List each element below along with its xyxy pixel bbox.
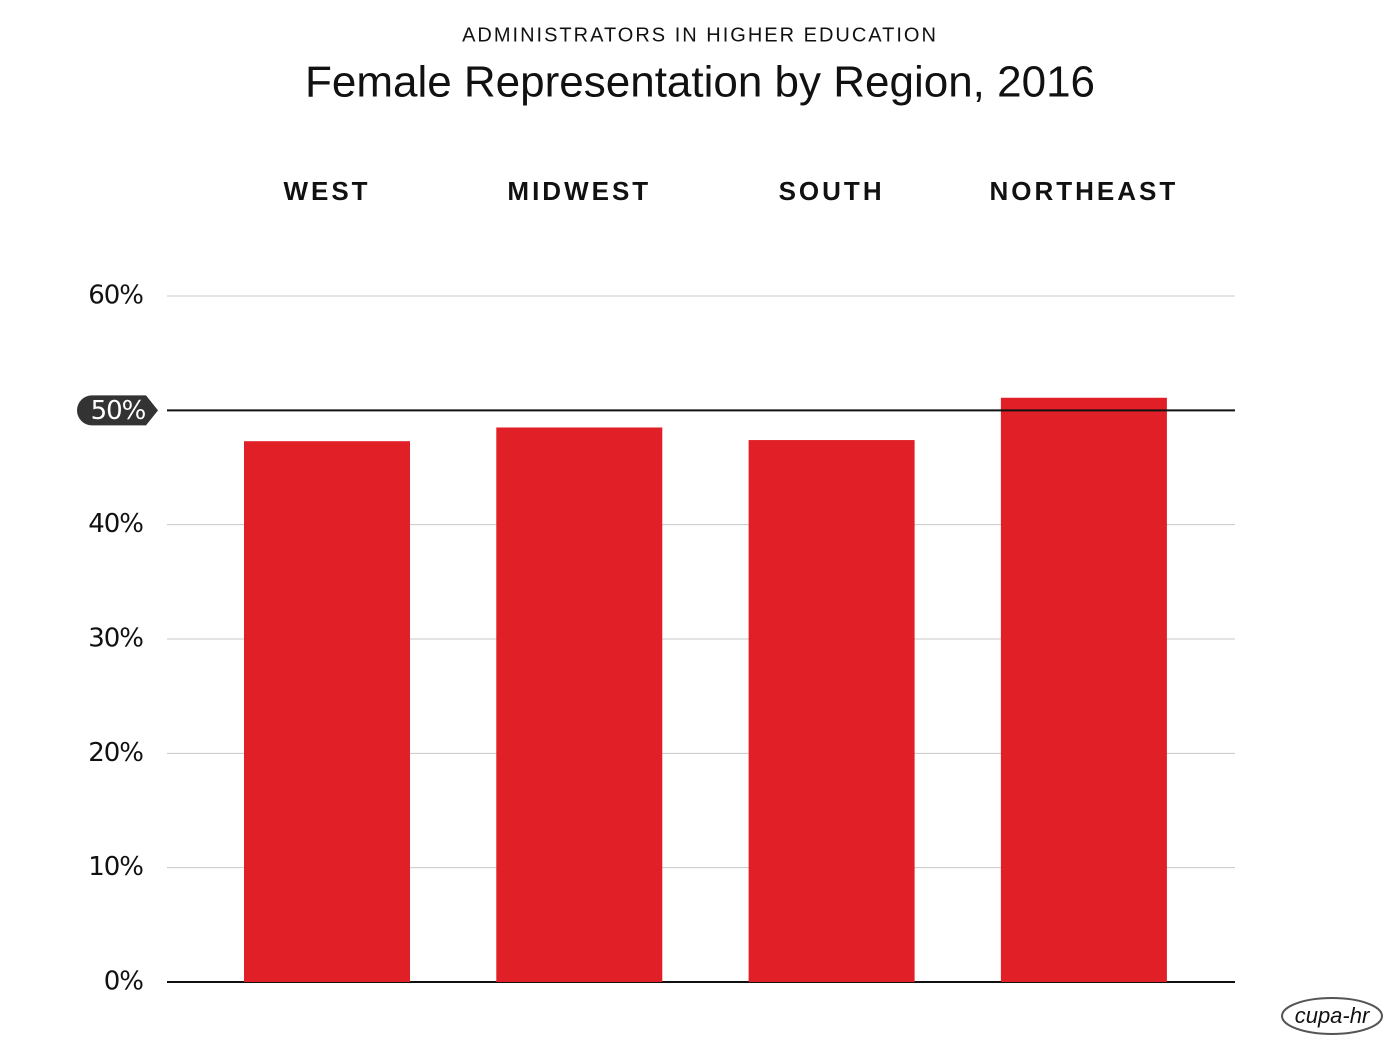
y-tick-label: 0% [104, 967, 144, 997]
category-label: WEST [283, 176, 370, 206]
logo-text: cupa-hr [1295, 1003, 1371, 1028]
bars [244, 397, 1167, 982]
bar [244, 441, 410, 982]
chart-title: Female Representation by Region, 2016 [305, 58, 1095, 107]
bar [496, 427, 663, 982]
y-tick-label: 20% [88, 738, 143, 768]
y-tick-label: 30% [88, 624, 143, 654]
y-tick-label: 50% [91, 396, 146, 426]
y-tick-label: 60% [88, 281, 143, 311]
y-tick-label: 40% [88, 509, 143, 539]
category-label: SOUTH [779, 176, 885, 206]
chart-subtitle: ADMINISTRATORS IN HIGHER EDUCATION [462, 24, 938, 46]
logo-ring [1281, 997, 1383, 1035]
y-tick-label: 10% [88, 852, 143, 882]
category-label: MIDWEST [507, 176, 651, 206]
category-label: NORTHEAST [990, 176, 1179, 206]
logo: cupa-hr [1281, 997, 1383, 1035]
bar [1000, 397, 1167, 982]
highlight-bubble [77, 395, 158, 426]
bar [748, 440, 915, 982]
